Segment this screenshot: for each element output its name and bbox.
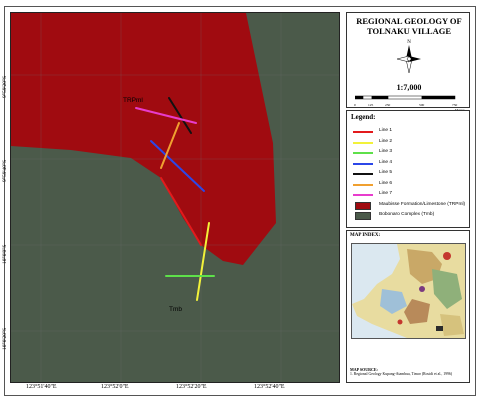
legend-title: Legend: xyxy=(351,113,376,121)
legend-item-label: Line 2 xyxy=(379,138,393,144)
legend-line-swatch xyxy=(353,194,373,196)
scale-tick-750: 750 xyxy=(452,103,458,107)
legend-line-swatch xyxy=(353,173,373,175)
survey-line-6 xyxy=(160,122,180,169)
survey-line-7 xyxy=(135,107,197,124)
map-canvas xyxy=(11,13,339,382)
survey-line-1 xyxy=(160,177,202,246)
survey-lines xyxy=(135,97,215,301)
legend-unit-swatch xyxy=(355,201,371,210)
source-title: MAP SOURCE: xyxy=(350,367,378,372)
legend-item-label: Line 7 xyxy=(379,191,393,196)
legend-item-line-5: Line 5 xyxy=(353,169,469,179)
scale-bar xyxy=(355,95,456,100)
map-title-line-2: TOLNAKU VILLAGE xyxy=(367,26,451,36)
scale-tick-500: 500 xyxy=(419,103,425,107)
survey-line-2 xyxy=(196,222,210,301)
legend-item-label: Bobonaro Complex (Tmb) xyxy=(379,212,435,217)
legend-item-label: Line 5 xyxy=(379,170,393,175)
legend-item-line-1: Line 1 xyxy=(353,127,469,137)
legend-item-line-6: Line 6 xyxy=(353,180,469,190)
legend-line-swatch xyxy=(353,141,373,144)
legend-item-label: Line 4 xyxy=(379,159,393,165)
legend-unit-swatch xyxy=(355,212,371,220)
legend-item-line-7: Line 7 xyxy=(353,190,469,200)
main-map[interactable]: TRPml Tmb xyxy=(10,12,340,383)
latitude-label-4: 10°0'20"S xyxy=(2,327,8,350)
index-map-image xyxy=(352,244,465,338)
north-letter: N xyxy=(407,40,411,45)
scale-tick-250: 250 xyxy=(385,103,391,107)
latitude-label-2: 9°59'40"S xyxy=(2,159,8,182)
legend-item-unit-2: Bobonaro Complex (Tmb) xyxy=(353,211,469,221)
index-panel: MAP INDEX: MAP SOURCE: 1. Regional Geolo… xyxy=(346,230,470,383)
map-title-line-1: REGIONAL GEOLOGY OF xyxy=(356,16,462,26)
maubisse-formation-area xyxy=(11,13,276,265)
legend-item-line-2: Line 2 xyxy=(353,138,469,148)
legend-item-unit-1: Maubisse Formation/Limestone (TRPml) xyxy=(353,201,469,211)
longitude-label-1: 123°51'40"E xyxy=(26,384,57,390)
legend-item-label: Line 3 xyxy=(379,149,393,154)
index-map xyxy=(351,243,466,339)
longitude-label-2: 123°52'0"E xyxy=(101,384,129,390)
survey-line-4 xyxy=(150,140,205,192)
title-panel: REGIONAL GEOLOGY OF TOLNAKU VILLAGE N 1:… xyxy=(346,12,471,112)
legend-line-swatch xyxy=(353,183,373,186)
latitude-label-3: 10°0'0"S xyxy=(2,244,8,265)
north-arrow-icon: N xyxy=(396,40,421,74)
legend-item-label: Maubisse Formation/Limestone (TRPml) xyxy=(379,201,466,207)
survey-line-5 xyxy=(168,97,192,134)
legend-item-label: Line 1 xyxy=(379,128,393,133)
scale-tick-0: 0 xyxy=(354,103,356,107)
map-title: REGIONAL GEOLOGY OF TOLNAKU VILLAGE xyxy=(347,16,471,36)
longitude-label-4: 123°52'40"E xyxy=(254,384,285,390)
legend-item-line-4: Line 4 xyxy=(353,159,469,169)
index-title: MAP INDEX: xyxy=(350,233,381,238)
trpml-map-label: TRPml xyxy=(123,97,143,104)
longitude-label-3: 123°52'20"E xyxy=(176,384,207,390)
legend-line-swatch xyxy=(353,162,373,165)
legend-line-swatch xyxy=(353,131,373,133)
map-grid xyxy=(11,13,339,382)
scale-tick-125: 125 xyxy=(368,103,374,107)
legend-panel: Legend: Line 1 Line 2 Line 3 Line 4 Line 5 Li… xyxy=(346,110,470,228)
legend-item-label: Line 6 xyxy=(379,180,393,186)
latitude-label-1: 9°59'20"S xyxy=(2,75,8,98)
legend-item-line-3: Line 3 xyxy=(353,148,469,158)
tmb-map-label: Tmb xyxy=(169,306,182,313)
source-text: 1. Regional Geology Kupang-Atambua, Timo… xyxy=(350,372,453,376)
legend-line-swatch xyxy=(353,152,373,154)
scale-ratio: 1:7,000 xyxy=(396,83,422,92)
